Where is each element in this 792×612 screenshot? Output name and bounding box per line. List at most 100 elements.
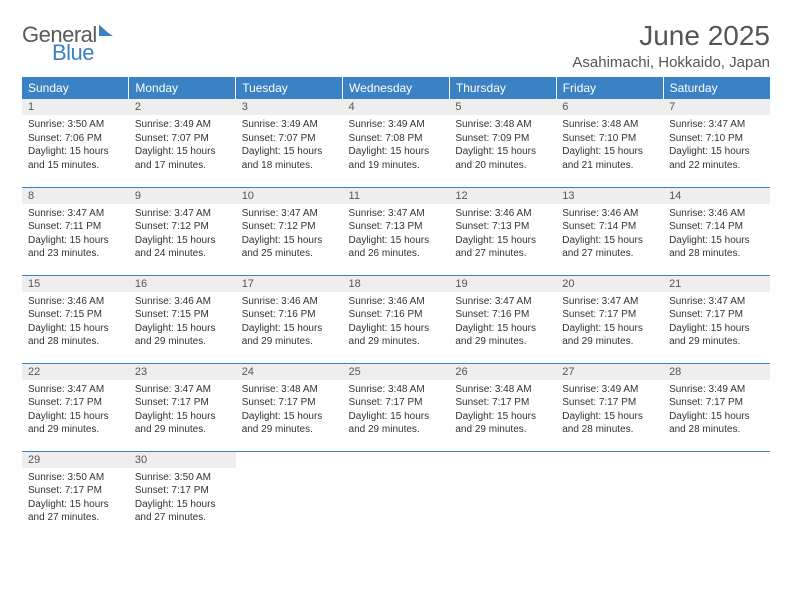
sunrise-line: Sunrise: 3:47 AM <box>28 383 123 397</box>
weekday-header-row: Sunday Monday Tuesday Wednesday Thursday… <box>22 77 770 99</box>
sunrise-line: Sunrise: 3:48 AM <box>349 383 444 397</box>
daylight-line: Daylight: 15 hours and 29 minutes. <box>28 410 123 437</box>
daylight-line: Daylight: 15 hours and 29 minutes. <box>349 410 444 437</box>
sunrise-line: Sunrise: 3:49 AM <box>135 118 230 132</box>
header: GeneralBlue June 2025 Asahimachi, Hokkai… <box>22 20 770 71</box>
weekday-header: Sunday <box>22 77 129 99</box>
sunset-line: Sunset: 7:17 PM <box>669 308 764 322</box>
sunset-line: Sunset: 7:17 PM <box>562 396 657 410</box>
day-cell: 5Sunrise: 3:48 AMSunset: 7:09 PMDaylight… <box>449 99 556 187</box>
sunset-line: Sunset: 7:17 PM <box>562 308 657 322</box>
day-cell: 8Sunrise: 3:47 AMSunset: 7:11 PMDaylight… <box>22 187 129 275</box>
daylight-line: Daylight: 15 hours and 29 minutes. <box>242 410 337 437</box>
sunset-line: Sunset: 7:10 PM <box>562 132 657 146</box>
sunset-line: Sunset: 7:16 PM <box>455 308 550 322</box>
calendar-row: 29Sunrise: 3:50 AMSunset: 7:17 PMDayligh… <box>22 451 770 539</box>
day-number: 28 <box>663 364 770 380</box>
day-number: 5 <box>449 99 556 115</box>
day-number: 26 <box>449 364 556 380</box>
daylight-line: Daylight: 15 hours and 18 minutes. <box>242 145 337 172</box>
day-cell: 3Sunrise: 3:49 AMSunset: 7:07 PMDaylight… <box>236 99 343 187</box>
day-number: 29 <box>22 452 129 468</box>
day-body: Sunrise: 3:48 AMSunset: 7:17 PMDaylight:… <box>449 380 556 441</box>
sunset-line: Sunset: 7:17 PM <box>135 396 230 410</box>
day-cell: 27Sunrise: 3:49 AMSunset: 7:17 PMDayligh… <box>556 363 663 451</box>
day-number: 15 <box>22 276 129 292</box>
day-body: Sunrise: 3:47 AMSunset: 7:17 PMDaylight:… <box>556 292 663 353</box>
sunrise-line: Sunrise: 3:48 AM <box>242 383 337 397</box>
day-number: 1 <box>22 99 129 115</box>
location-text: Asahimachi, Hokkaido, Japan <box>572 54 770 71</box>
sunrise-line: Sunrise: 3:46 AM <box>28 295 123 309</box>
weekday-header: Tuesday <box>236 77 343 99</box>
day-cell: 4Sunrise: 3:49 AMSunset: 7:08 PMDaylight… <box>343 99 450 187</box>
sunset-line: Sunset: 7:16 PM <box>242 308 337 322</box>
sunset-line: Sunset: 7:13 PM <box>455 220 550 234</box>
day-cell: 13Sunrise: 3:46 AMSunset: 7:14 PMDayligh… <box>556 187 663 275</box>
day-number: 30 <box>129 452 236 468</box>
calendar-table: Sunday Monday Tuesday Wednesday Thursday… <box>22 77 770 539</box>
daylight-line: Daylight: 15 hours and 29 minutes. <box>669 322 764 349</box>
sunrise-line: Sunrise: 3:50 AM <box>135 471 230 485</box>
day-cell: 20Sunrise: 3:47 AMSunset: 7:17 PMDayligh… <box>556 275 663 363</box>
day-cell: 18Sunrise: 3:46 AMSunset: 7:16 PMDayligh… <box>343 275 450 363</box>
empty-cell <box>236 451 343 539</box>
daylight-line: Daylight: 15 hours and 19 minutes. <box>349 145 444 172</box>
daylight-line: Daylight: 15 hours and 20 minutes. <box>455 145 550 172</box>
sunrise-line: Sunrise: 3:46 AM <box>562 207 657 221</box>
daylight-line: Daylight: 15 hours and 28 minutes. <box>562 410 657 437</box>
flag-icon <box>99 24 115 40</box>
day-cell: 16Sunrise: 3:46 AMSunset: 7:15 PMDayligh… <box>129 275 236 363</box>
daylight-line: Daylight: 15 hours and 26 minutes. <box>349 234 444 261</box>
day-body: Sunrise: 3:48 AMSunset: 7:09 PMDaylight:… <box>449 115 556 176</box>
daylight-line: Daylight: 15 hours and 23 minutes. <box>28 234 123 261</box>
sunrise-line: Sunrise: 3:49 AM <box>242 118 337 132</box>
sunrise-line: Sunrise: 3:50 AM <box>28 118 123 132</box>
sunrise-line: Sunrise: 3:49 AM <box>349 118 444 132</box>
day-body: Sunrise: 3:47 AMSunset: 7:12 PMDaylight:… <box>129 204 236 265</box>
sunset-line: Sunset: 7:17 PM <box>669 396 764 410</box>
day-body: Sunrise: 3:46 AMSunset: 7:15 PMDaylight:… <box>22 292 129 353</box>
title-block: June 2025 Asahimachi, Hokkaido, Japan <box>572 20 770 71</box>
day-number: 7 <box>663 99 770 115</box>
daylight-line: Daylight: 15 hours and 28 minutes. <box>669 410 764 437</box>
sunrise-line: Sunrise: 3:47 AM <box>562 295 657 309</box>
logo-text-part2: Blue <box>52 42 116 64</box>
day-body: Sunrise: 3:46 AMSunset: 7:15 PMDaylight:… <box>129 292 236 353</box>
sunset-line: Sunset: 7:17 PM <box>135 484 230 498</box>
day-number: 25 <box>343 364 450 380</box>
sunset-line: Sunset: 7:13 PM <box>349 220 444 234</box>
day-cell: 11Sunrise: 3:47 AMSunset: 7:13 PMDayligh… <box>343 187 450 275</box>
sunset-line: Sunset: 7:17 PM <box>455 396 550 410</box>
daylight-line: Daylight: 15 hours and 15 minutes. <box>28 145 123 172</box>
day-body: Sunrise: 3:47 AMSunset: 7:10 PMDaylight:… <box>663 115 770 176</box>
day-number: 10 <box>236 188 343 204</box>
daylight-line: Daylight: 15 hours and 29 minutes. <box>242 322 337 349</box>
sunrise-line: Sunrise: 3:50 AM <box>28 471 123 485</box>
day-cell: 12Sunrise: 3:46 AMSunset: 7:13 PMDayligh… <box>449 187 556 275</box>
sunset-line: Sunset: 7:11 PM <box>28 220 123 234</box>
daylight-line: Daylight: 15 hours and 27 minutes. <box>135 498 230 525</box>
calendar-row: 1Sunrise: 3:50 AMSunset: 7:06 PMDaylight… <box>22 99 770 187</box>
daylight-line: Daylight: 15 hours and 22 minutes. <box>669 145 764 172</box>
day-cell: 14Sunrise: 3:46 AMSunset: 7:14 PMDayligh… <box>663 187 770 275</box>
day-cell: 1 Sunrise: 3:50 AMSunset: 7:06 PMDaylight… <box>22 99 129 187</box>
empty-cell <box>556 451 663 539</box>
sunrise-line: Sunrise: 3:46 AM <box>349 295 444 309</box>
day-number: 22 <box>22 364 129 380</box>
day-body: Sunrise: 3:46 AMSunset: 7:16 PMDaylight:… <box>343 292 450 353</box>
day-cell: 30Sunrise: 3:50 AMSunset: 7:17 PMDayligh… <box>129 451 236 539</box>
sunrise-line: Sunrise: 3:48 AM <box>455 383 550 397</box>
day-body: Sunrise: 3:46 AMSunset: 7:16 PMDaylight:… <box>236 292 343 353</box>
day-number: 3 <box>236 99 343 115</box>
day-body: Sunrise: 3:50 AMSunset: 7:17 PMDaylight:… <box>129 468 236 529</box>
sunset-line: Sunset: 7:14 PM <box>669 220 764 234</box>
sunset-line: Sunset: 7:06 PM <box>28 132 123 146</box>
day-number: 2 <box>129 99 236 115</box>
day-cell: 24Sunrise: 3:48 AMSunset: 7:17 PMDayligh… <box>236 363 343 451</box>
daylight-line: Daylight: 15 hours and 28 minutes. <box>669 234 764 261</box>
sunrise-line: Sunrise: 3:46 AM <box>242 295 337 309</box>
day-body: Sunrise: 3:49 AMSunset: 7:17 PMDaylight:… <box>663 380 770 441</box>
sunrise-line: Sunrise: 3:47 AM <box>455 295 550 309</box>
day-body: Sunrise: 3:47 AMSunset: 7:13 PMDaylight:… <box>343 204 450 265</box>
